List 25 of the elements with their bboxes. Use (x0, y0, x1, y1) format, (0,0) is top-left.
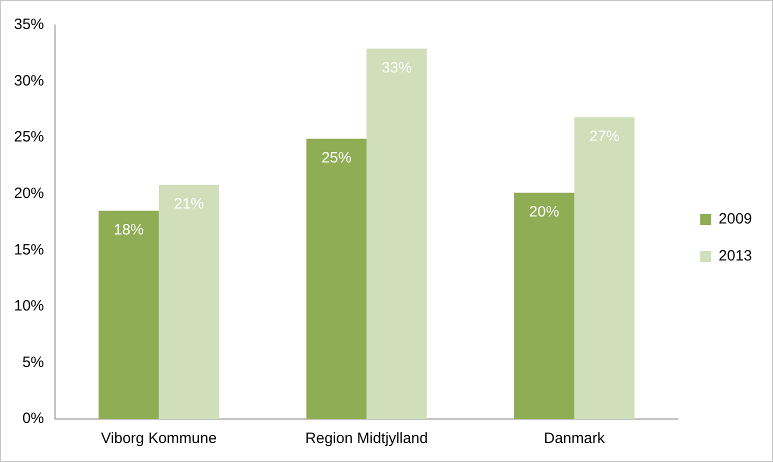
y-tick-label: 15% (14, 241, 44, 258)
bar (366, 48, 427, 419)
data-label: 18% (114, 221, 144, 238)
y-tick-label: 25% (14, 128, 44, 146)
x-tick-label: Danmark (544, 430, 606, 448)
data-label: 21% (174, 195, 204, 212)
bar (514, 192, 574, 419)
bar (158, 184, 220, 419)
y-tick-label: 10% (14, 298, 44, 315)
y-tick-label: 30% (14, 72, 44, 90)
x-tick-label: Viborg Kommune (101, 430, 217, 448)
bar (306, 138, 367, 419)
legend-label: 2013 (718, 248, 752, 265)
bar (574, 117, 635, 419)
data-label: 33% (382, 59, 412, 76)
y-tick-label: 35% (14, 16, 44, 34)
data-label: 20% (529, 203, 560, 220)
data-label: 27% (589, 128, 620, 145)
data-label: 25% (321, 149, 352, 166)
y-tick-label: 20% (14, 185, 44, 202)
legend-label: 2009 (718, 210, 752, 228)
x-tick-label: Region Midtjylland (305, 430, 428, 448)
y-tick-label: 5% (22, 354, 44, 371)
bar (98, 210, 159, 419)
y-tick-label: 0% (22, 410, 44, 428)
